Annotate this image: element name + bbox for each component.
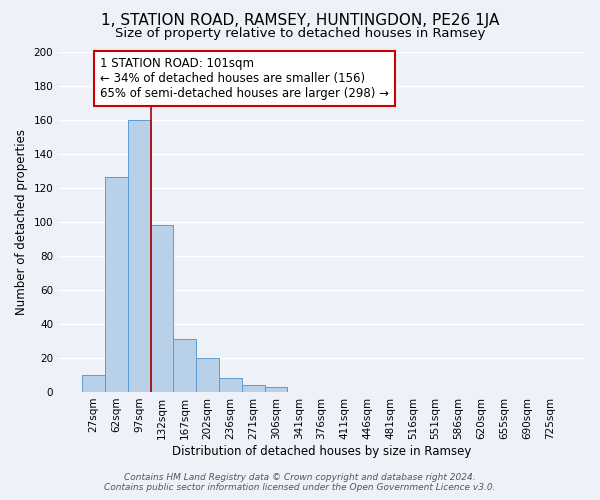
Bar: [242, 385, 265, 392]
Bar: [151, 225, 173, 392]
Bar: [105, 178, 128, 392]
Text: Size of property relative to detached houses in Ramsey: Size of property relative to detached ho…: [115, 28, 485, 40]
Bar: [173, 339, 196, 392]
X-axis label: Distribution of detached houses by size in Ramsey: Distribution of detached houses by size …: [172, 444, 471, 458]
Bar: [265, 387, 287, 392]
Bar: [196, 358, 219, 392]
Bar: [128, 120, 151, 392]
Text: Contains HM Land Registry data © Crown copyright and database right 2024.
Contai: Contains HM Land Registry data © Crown c…: [104, 473, 496, 492]
Y-axis label: Number of detached properties: Number of detached properties: [15, 128, 28, 314]
Bar: [82, 375, 105, 392]
Text: 1 STATION ROAD: 101sqm
← 34% of detached houses are smaller (156)
65% of semi-de: 1 STATION ROAD: 101sqm ← 34% of detached…: [100, 56, 389, 100]
Text: 1, STATION ROAD, RAMSEY, HUNTINGDON, PE26 1JA: 1, STATION ROAD, RAMSEY, HUNTINGDON, PE2…: [101, 12, 499, 28]
Bar: [219, 378, 242, 392]
